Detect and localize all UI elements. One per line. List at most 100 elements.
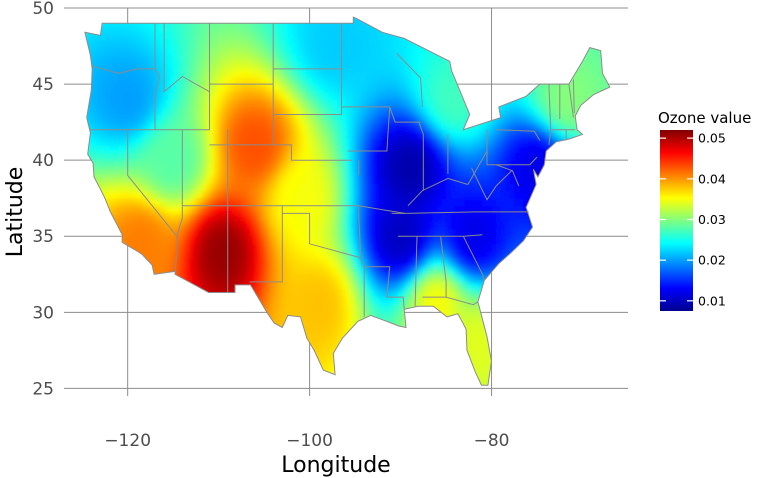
heat-cell xyxy=(355,167,361,176)
heat-cell xyxy=(341,144,347,154)
heat-cell xyxy=(114,46,120,55)
heat-cell xyxy=(564,99,570,108)
heat-cell xyxy=(473,350,479,359)
heat-cell xyxy=(336,76,342,85)
heat-cell xyxy=(282,23,288,32)
heat-cell xyxy=(564,122,570,131)
heat-cell xyxy=(414,190,420,199)
heat-cell xyxy=(241,114,247,123)
heat-cell xyxy=(227,76,233,85)
heat-cell xyxy=(218,274,224,283)
heat-cell xyxy=(291,99,297,108)
heat-cell xyxy=(159,152,165,161)
heat-cell xyxy=(104,183,110,192)
heat-cell xyxy=(277,205,283,214)
heat-cell xyxy=(282,167,288,176)
heat-cell xyxy=(232,129,238,138)
heat-cell xyxy=(596,84,602,93)
heat-cell xyxy=(268,144,274,154)
state-border xyxy=(163,23,210,93)
heat-cell xyxy=(414,137,420,146)
heat-cell xyxy=(418,99,424,108)
heat-cell xyxy=(205,91,211,100)
heat-cell xyxy=(323,190,329,199)
heat-cell xyxy=(496,152,502,161)
heat-cell xyxy=(277,160,283,169)
heat-cell xyxy=(296,137,302,146)
heat-cell xyxy=(305,183,311,192)
heat-cell xyxy=(405,23,411,32)
heat-cell xyxy=(332,266,338,275)
heat-cell xyxy=(455,243,461,252)
heat-cell xyxy=(482,373,488,382)
heat-cell xyxy=(259,205,265,214)
heat-cell xyxy=(336,99,342,108)
heat-cell xyxy=(255,183,261,192)
heat-cell xyxy=(400,61,406,70)
heat-cell xyxy=(441,243,447,252)
heat-cell xyxy=(145,137,151,146)
heat-cell xyxy=(273,190,279,199)
heat-cell xyxy=(245,53,251,62)
heat-cell xyxy=(491,198,497,207)
heat-cell xyxy=(482,266,488,275)
heat-cell xyxy=(268,46,274,55)
heat-cell xyxy=(173,76,179,85)
heat-cell xyxy=(341,297,347,306)
heat-cell xyxy=(136,91,142,100)
heat-cell xyxy=(296,46,302,55)
heat-cell xyxy=(368,183,374,192)
heat-cell xyxy=(132,183,138,192)
heat-cell xyxy=(446,99,452,108)
heat-cell xyxy=(414,84,420,93)
heat-cell xyxy=(250,84,256,93)
heat-cell xyxy=(327,183,333,192)
heat-cell xyxy=(437,175,443,184)
heat-cell xyxy=(568,144,574,154)
heat-cell xyxy=(373,152,379,161)
heat-cell xyxy=(114,129,120,138)
heat-cell xyxy=(314,259,320,268)
heat-cell xyxy=(227,221,233,230)
heat-cell xyxy=(241,259,247,268)
heat-cell xyxy=(518,144,524,154)
heat-cell xyxy=(559,129,565,138)
heat-cell xyxy=(341,259,347,268)
heat-cell xyxy=(245,205,251,214)
heat-cell xyxy=(177,175,183,184)
heat-cell xyxy=(396,205,402,214)
heat-cell xyxy=(305,259,311,268)
heat-cell xyxy=(182,205,188,214)
heat-cell xyxy=(355,274,361,283)
heat-cell xyxy=(273,8,278,16)
heat-cell xyxy=(359,327,365,336)
heat-cell xyxy=(291,198,297,207)
heat-cell xyxy=(141,91,147,100)
heat-cell xyxy=(482,312,488,321)
heat-cell xyxy=(136,46,142,55)
heat-cell xyxy=(564,144,570,154)
heat-cell xyxy=(159,114,165,123)
heat-cell xyxy=(405,144,411,154)
heat-cell xyxy=(400,319,406,329)
heat-cell xyxy=(377,304,383,313)
heat-cell xyxy=(323,175,329,184)
heat-cell xyxy=(255,144,261,154)
heat-cell xyxy=(182,68,188,78)
heat-cell xyxy=(323,373,329,382)
heat-cell xyxy=(282,304,288,313)
heat-cell xyxy=(464,198,470,207)
heat-cell xyxy=(591,84,597,93)
heat-cell xyxy=(318,152,324,161)
heat-cell xyxy=(114,61,120,70)
heat-cell xyxy=(346,144,352,154)
heat-cell xyxy=(327,380,333,386)
heat-cell xyxy=(286,144,292,154)
heat-cell xyxy=(336,61,342,70)
heat-cell xyxy=(391,76,397,85)
heat-cell xyxy=(300,236,306,245)
heat-cell xyxy=(209,274,215,283)
heat-cell xyxy=(205,175,211,184)
heat-cell xyxy=(573,84,579,93)
heat-cell xyxy=(568,129,574,138)
